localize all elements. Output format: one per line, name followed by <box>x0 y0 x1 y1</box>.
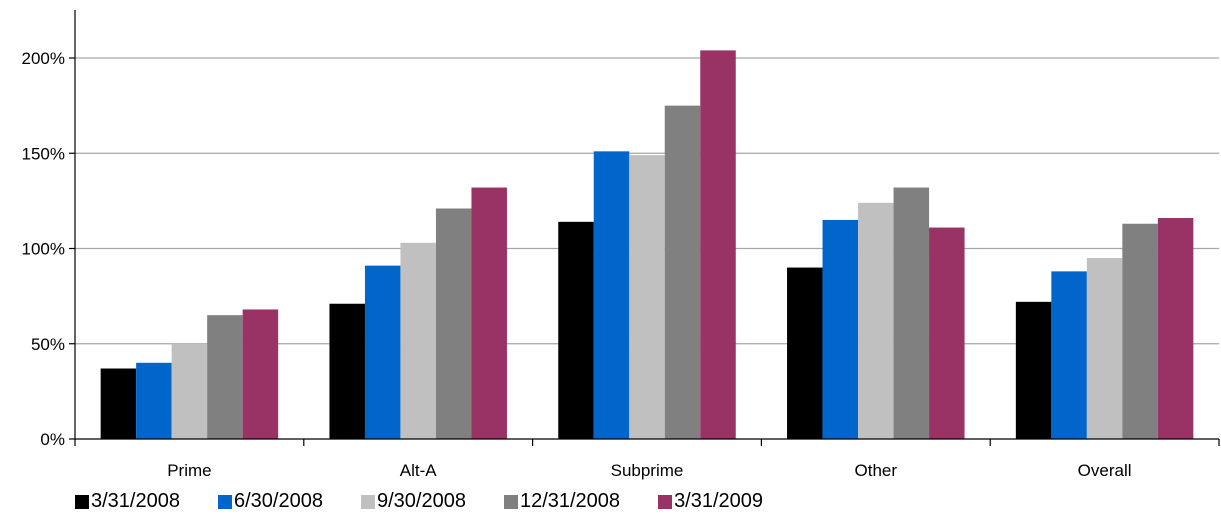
bar <box>1015 301 1052 439</box>
x-tick-label: Other <box>855 461 898 480</box>
legend-swatch <box>75 494 89 509</box>
bar <box>664 105 701 439</box>
bar <box>171 343 208 439</box>
legend-swatch <box>503 494 518 509</box>
y-tick-label: 0% <box>40 430 65 449</box>
bar <box>242 309 279 439</box>
bar <box>100 368 137 439</box>
y-axis-tick-labels: 0% 50% 100% 150% 200% <box>22 49 65 449</box>
axes <box>69 10 1220 446</box>
x-tick-label: Subprime <box>611 461 684 480</box>
legend: 3/31/2008 6/30/2008 9/30/2008 12/31/2008 3/3… <box>75 490 801 513</box>
bar <box>1122 223 1158 439</box>
bar <box>435 208 472 439</box>
legend-swatch <box>360 494 375 509</box>
legend-item: 6/30/2008 <box>217 490 323 513</box>
x-tick-label: Overall <box>1078 461 1132 480</box>
bar <box>400 242 436 439</box>
x-tick-label: Alt-A <box>400 461 438 480</box>
legend-label: 3/31/2009 <box>674 490 764 512</box>
legend-label: 12/31/2008 <box>519 490 621 512</box>
bar <box>1157 218 1194 439</box>
bar <box>822 219 859 439</box>
bars <box>100 50 1194 439</box>
legend-item: 3/31/2009 <box>658 490 763 513</box>
bar <box>929 227 965 439</box>
bar <box>364 265 401 439</box>
bar <box>858 202 894 439</box>
y-tick-label: 100% <box>22 240 65 259</box>
bar <box>558 221 594 439</box>
bar <box>787 267 823 439</box>
x-tick-label: Prime <box>167 461 211 480</box>
bar <box>1086 258 1123 439</box>
legend-item: 12/31/2008 <box>503 490 621 513</box>
legend-label: 9/30/2008 <box>376 490 466 512</box>
bar <box>700 50 736 439</box>
bar <box>471 187 507 439</box>
legend-item: 9/30/2008 <box>360 490 466 513</box>
bar <box>893 187 930 439</box>
bar <box>329 303 365 439</box>
legend-label: 3/31/2008 <box>91 490 180 512</box>
y-tick-label: 150% <box>22 144 65 163</box>
bar <box>629 155 665 439</box>
y-tick-label: 200% <box>22 49 65 68</box>
x-axis-tick-labels: Prime Alt-A Subprime Other Overall <box>167 461 1131 480</box>
legend-swatch <box>217 494 232 509</box>
y-tick-label: 50% <box>31 335 65 354</box>
legend-label: 6/30/2008 <box>233 490 323 512</box>
bar <box>593 151 630 439</box>
bar <box>136 362 172 439</box>
bar <box>1051 271 1087 439</box>
bar <box>207 315 243 439</box>
legend-item: 3/31/2008 <box>75 490 180 513</box>
legend-swatch <box>658 494 673 509</box>
